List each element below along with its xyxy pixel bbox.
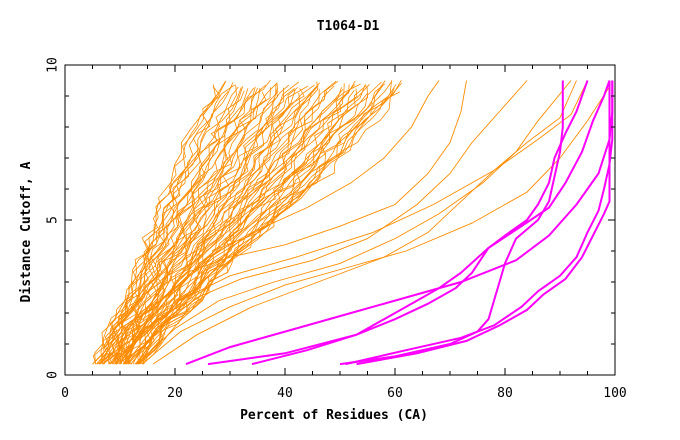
bulk-series-line bbox=[100, 82, 234, 365]
y-tick-label: 10 bbox=[46, 57, 61, 73]
bulk-series-line bbox=[123, 80, 356, 365]
highlight-series-line bbox=[185, 80, 614, 366]
bulk-series-line bbox=[109, 84, 277, 365]
x-tick-label: 60 bbox=[387, 386, 403, 401]
bulk-series-line bbox=[152, 80, 577, 365]
bulk-series-line bbox=[136, 80, 392, 365]
bulk-series-line bbox=[99, 80, 227, 365]
bulk-series-line bbox=[132, 84, 350, 365]
highlight-series-line bbox=[356, 80, 611, 366]
x-axis-label: Percent of Residues (CA) bbox=[240, 408, 428, 423]
bulk-series-line bbox=[92, 86, 221, 365]
bulk-series-line bbox=[125, 83, 345, 365]
bulk-series-line bbox=[97, 86, 244, 365]
bulk-series-line bbox=[125, 80, 339, 365]
bulk-series-line bbox=[122, 86, 317, 365]
bulk-series-line bbox=[138, 91, 400, 365]
bulk-series-line bbox=[130, 80, 528, 365]
bulk-series-line bbox=[114, 80, 440, 365]
x-tick-label: 20 bbox=[167, 386, 183, 401]
highlight-series-line bbox=[251, 80, 611, 366]
x-tick-label: 100 bbox=[603, 386, 626, 401]
chart-title: T1064-D1 bbox=[317, 19, 380, 34]
x-tick-label: 40 bbox=[277, 386, 293, 401]
bulk-series-line bbox=[134, 84, 397, 365]
x-tick-label: 0 bbox=[61, 386, 69, 401]
bulk-series-line bbox=[137, 80, 386, 365]
bulk-series-line bbox=[136, 80, 572, 365]
bulk-series-line bbox=[127, 85, 369, 365]
bulk-series-line bbox=[116, 84, 290, 365]
bulk-series-line bbox=[99, 84, 235, 365]
bulk-series-line bbox=[114, 83, 279, 365]
bulk-series-line bbox=[98, 87, 255, 365]
y-tick-label: 5 bbox=[46, 216, 61, 224]
bulk-series-line bbox=[103, 86, 256, 365]
highlight-series-line bbox=[345, 80, 614, 366]
bulk-series-line bbox=[103, 88, 249, 365]
bulk-series-line bbox=[116, 89, 296, 365]
y-axis-label: Distance Cutoff, A bbox=[19, 161, 34, 302]
plot-area: 0 20 40 60 80 100 0 5 10 bbox=[46, 57, 627, 401]
bulk-series-line bbox=[111, 88, 278, 365]
bulk-series-line bbox=[119, 80, 467, 365]
bulk-series-line bbox=[96, 87, 242, 365]
highlight-series-line bbox=[339, 80, 564, 366]
bulk-series-line bbox=[96, 86, 239, 365]
x-tick-label: 80 bbox=[497, 386, 513, 401]
bulk-series-line bbox=[116, 88, 295, 365]
bulk-series-line bbox=[142, 82, 402, 365]
bulk-series-line bbox=[142, 79, 402, 365]
bulk-series-line bbox=[102, 80, 271, 365]
bulk-series-line bbox=[130, 84, 370, 365]
bulk-series-line bbox=[141, 86, 610, 365]
bulk-series-line bbox=[125, 80, 588, 365]
highlight-series-line bbox=[207, 80, 589, 366]
y-tick-label: 0 bbox=[46, 371, 61, 379]
